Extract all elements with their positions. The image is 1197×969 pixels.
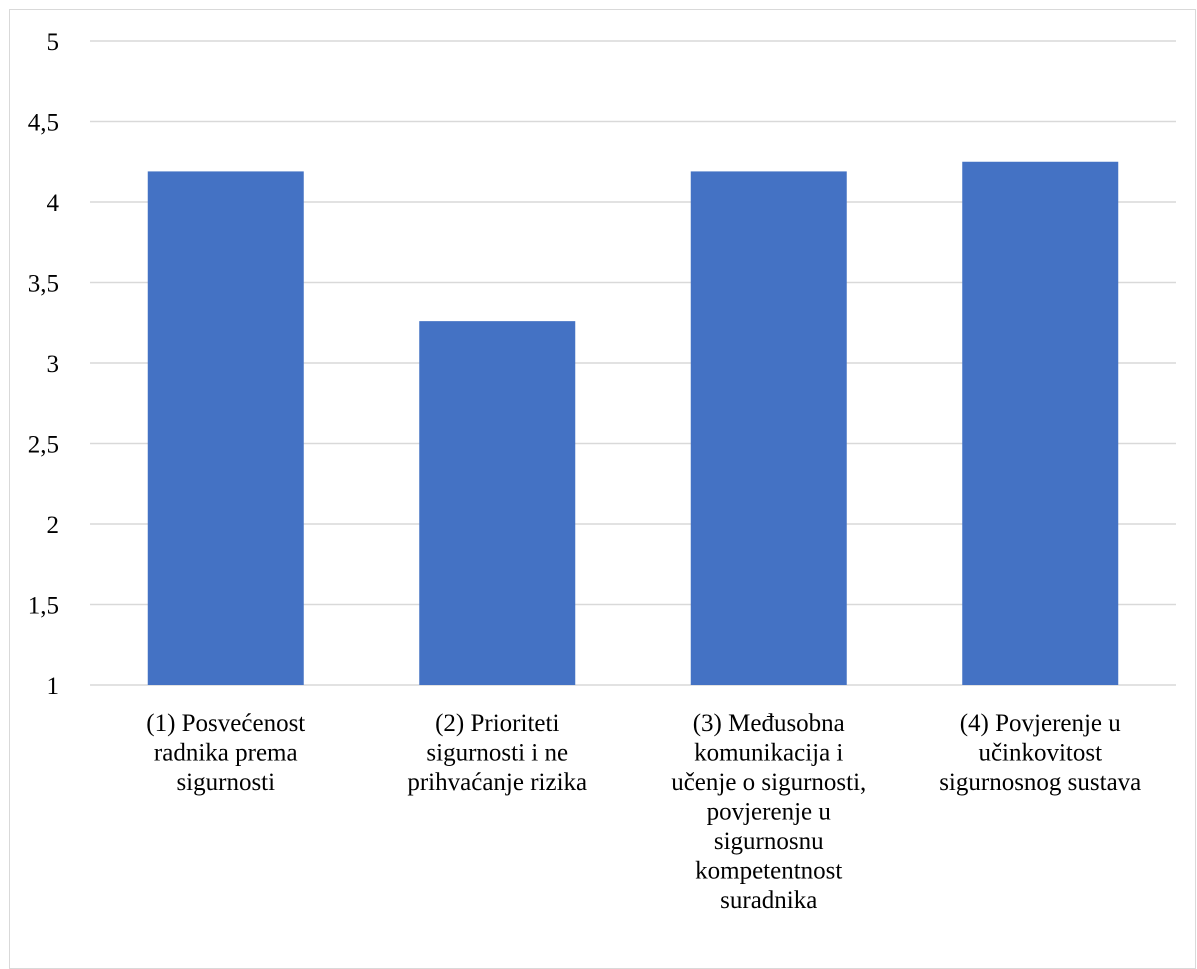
category-label-line: komunikacija i	[694, 740, 843, 767]
category-label-line: sigurnosti i ne	[426, 740, 568, 767]
category-label-line: sigurnosnu	[714, 828, 824, 855]
y-tick-label: 1,5	[28, 593, 59, 620]
category-label-2: (2) Prioriteti sigurnosti i ne prihvaćanje…	[407, 710, 587, 796]
y-tick-label: 1	[47, 673, 60, 700]
bars	[147, 161, 1119, 685]
y-axis-tick-labels: 1 1,5 2 2,5 3 3,5 4 4,5 5	[28, 29, 60, 700]
category-label-line: (2) Prioriteti	[435, 710, 559, 737]
y-tick-label: 4,5	[28, 110, 59, 137]
bar-4	[962, 161, 1119, 685]
bar-3	[690, 171, 847, 685]
category-label-line: radnika prema	[154, 740, 298, 767]
category-label-line: sigurnosti	[176, 769, 275, 796]
category-label-4: (4) Povjerenje u učinkovitost sigurnosnog …	[939, 710, 1141, 796]
category-label-line: (3) Međusobna	[693, 710, 845, 737]
category-label-1: (1) Posvećenost radnika prema sigurnosti	[146, 710, 305, 796]
y-tick-label: 3,5	[28, 271, 59, 298]
category-label-line: (1) Posvećenost	[146, 710, 305, 737]
category-label-line: suradnika	[720, 887, 817, 914]
y-tick-label: 3	[47, 351, 60, 378]
category-label-line: sigurnosnog sustava	[939, 769, 1141, 796]
bar-1	[147, 171, 304, 685]
y-tick-label: 5	[47, 29, 60, 56]
category-label-line: učenje o sigurnosti,	[671, 769, 866, 796]
y-tick-label: 2,5	[28, 432, 59, 459]
y-tick-label: 4	[47, 190, 60, 217]
category-label-3: (3) Međusobna komunikacija i učenje o sigu…	[671, 710, 866, 914]
category-label-line: prihvaćanje rizika	[407, 769, 587, 796]
y-tick-label: 2	[47, 512, 60, 539]
category-label-line: (4) Povjerenje u	[960, 710, 1122, 737]
category-label-line: kompetentnost	[695, 858, 842, 885]
category-label-line: učinkovitost	[978, 740, 1102, 767]
bar-2	[419, 321, 576, 685]
category-label-line: povjerenje u	[707, 799, 832, 826]
x-axis-category-labels: (1) Posvećenost radnika prema sigurnosti (2…	[146, 710, 1141, 914]
